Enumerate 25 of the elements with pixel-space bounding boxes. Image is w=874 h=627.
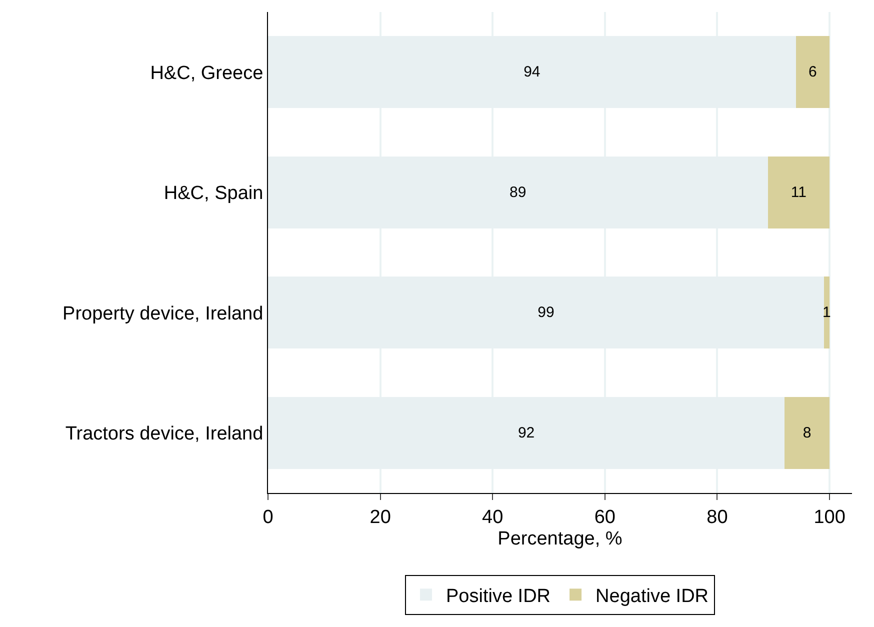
- data-label: 1: [822, 304, 831, 322]
- bar: [796, 36, 830, 108]
- bar: [784, 396, 830, 469]
- data-label: 89: [510, 184, 526, 201]
- y-tick-label: H&C, Spain: [164, 183, 264, 204]
- data-label: 99: [538, 304, 554, 322]
- data-label: 11: [790, 184, 806, 201]
- x-tick-label: 80: [706, 506, 728, 528]
- legend-label: Negative IDR: [596, 586, 709, 608]
- data-label: 8: [802, 424, 812, 442]
- bar: [824, 276, 830, 349]
- data-label: 6: [808, 64, 817, 81]
- x-tick-label: 40: [482, 506, 504, 528]
- y-tick-label: Tractors device, Ireland: [65, 424, 264, 445]
- y-tick-label: H&C, Greece: [150, 62, 264, 84]
- data-label: 94: [524, 64, 540, 81]
- x-tick-label: 0: [262, 506, 274, 528]
- y-tick-label: Property device, Ireland: [62, 303, 264, 324]
- data-label: 92: [518, 424, 535, 442]
- x-tick-label: 60: [594, 506, 616, 528]
- x-tick-label: 20: [370, 506, 391, 528]
- bar: [768, 156, 830, 228]
- legend-label: Positive IDR: [446, 586, 551, 608]
- x-tick-label: 100: [814, 506, 846, 528]
- x-axis-title: Percentage, %: [498, 528, 622, 550]
